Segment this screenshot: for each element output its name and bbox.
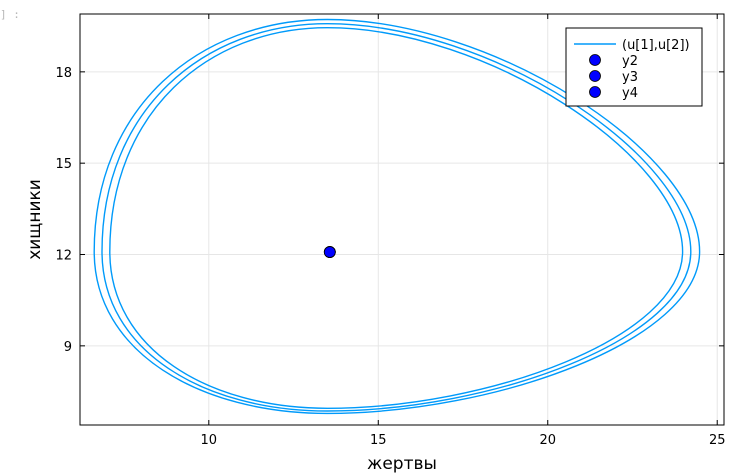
grid <box>80 14 724 425</box>
legend-label: (u[1],u[2]) <box>622 38 690 53</box>
x-tick-label: 15 <box>370 433 387 448</box>
cell-prompt: ] : <box>0 8 20 21</box>
y-axis-label: хищники <box>25 179 45 260</box>
legend-label: y3 <box>622 70 638 85</box>
equilibrium-point-y4 <box>323 246 336 258</box>
orbit-line-2 <box>101 22 692 412</box>
x-tick-label: 10 <box>201 433 218 448</box>
y-tick-label: 9 <box>64 340 72 355</box>
axis-ticks: 10 15 20 25 9 12 15 18 <box>55 14 725 448</box>
legend-label: y4 <box>622 86 638 101</box>
x-tick-label: 20 <box>539 433 556 448</box>
series-layer <box>93 18 701 415</box>
y-tick-label: 15 <box>55 157 72 172</box>
y-tick-label: 18 <box>55 66 72 81</box>
legend-swatch-marker <box>589 86 601 98</box>
plot-frame <box>79 13 725 426</box>
legend-swatch-marker <box>589 70 601 82</box>
orbit-line-3 <box>109 26 684 410</box>
x-axis-label: жертвы <box>367 454 437 473</box>
legend-label: y2 <box>622 54 638 69</box>
orbit-line-1 <box>93 18 701 415</box>
y-tick-label: 12 <box>55 249 72 264</box>
legend-swatch-marker <box>589 54 601 66</box>
legend-box <box>565 27 703 107</box>
x-tick-label: 25 <box>709 433 726 448</box>
